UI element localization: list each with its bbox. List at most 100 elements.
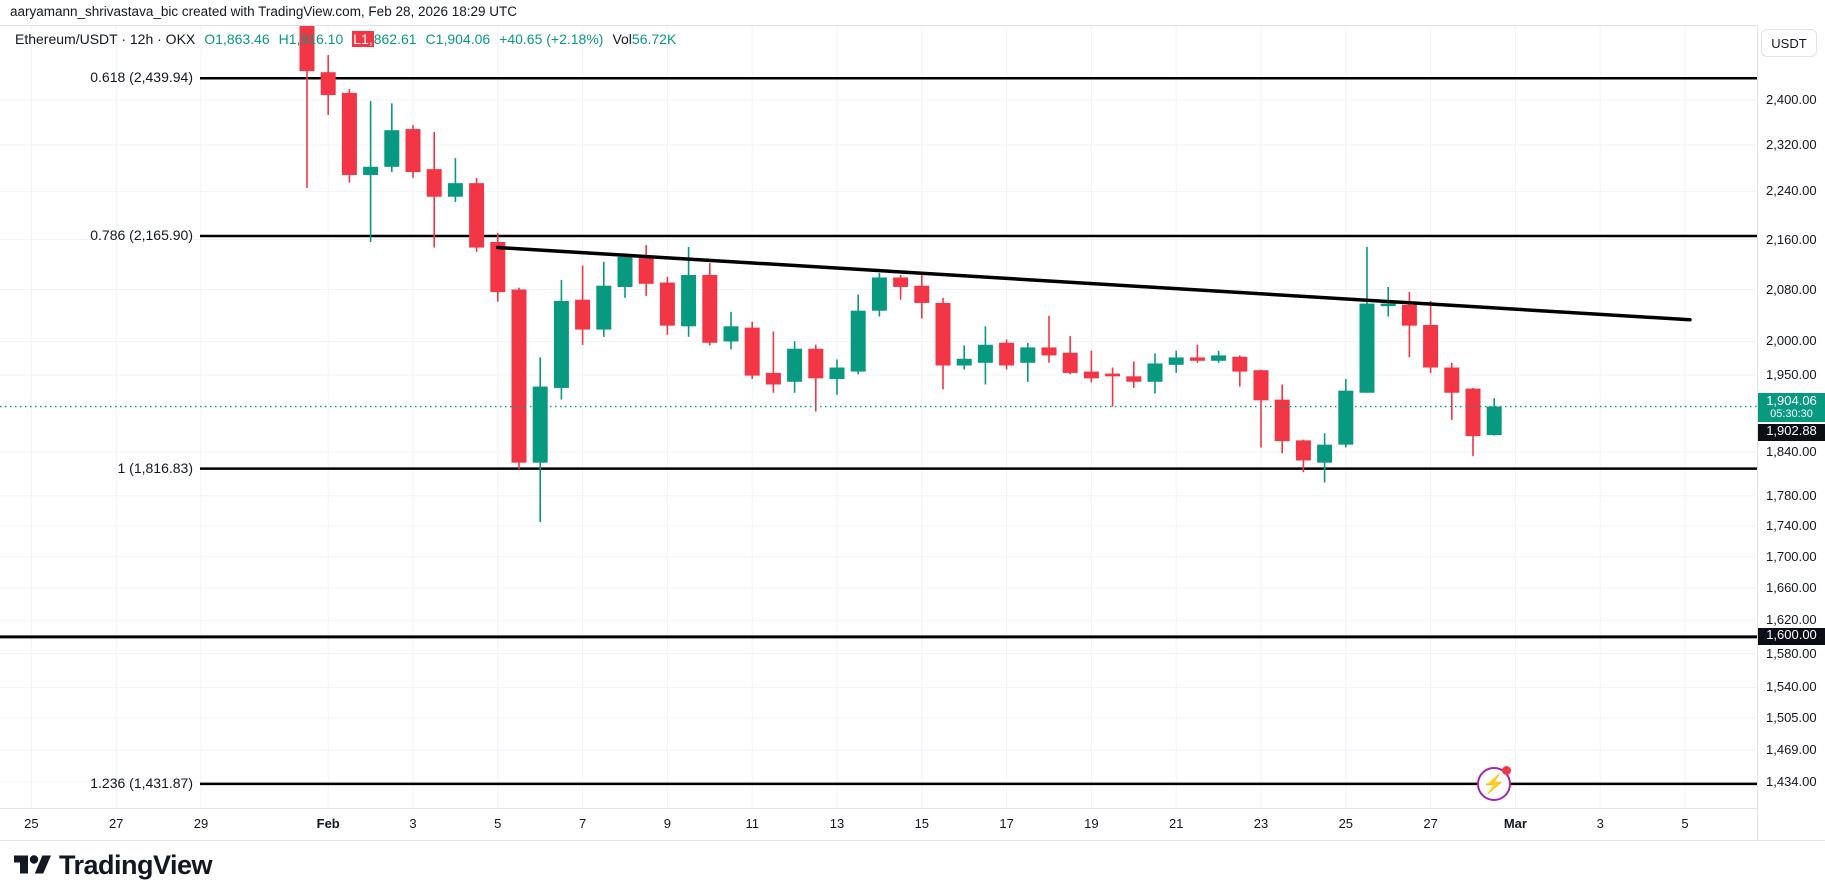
price-axis-label: 1,434.00 (1766, 773, 1817, 789)
candle-body (808, 348, 824, 379)
candle-body (532, 386, 548, 463)
candle-body (299, 26, 315, 72)
candle-body (405, 129, 421, 173)
candlestick-plot[interactable] (0, 0, 1757, 840)
candle-body (681, 274, 697, 327)
trendline[interactable] (496, 245, 1692, 322)
price-axis-badge: 1,902.88 (1758, 423, 1825, 441)
candle-body (1338, 390, 1354, 445)
low-rest: 862.61 (373, 31, 417, 47)
time-axis-label: 11 (745, 816, 759, 831)
candle-body (638, 258, 654, 284)
candle-body (744, 327, 760, 376)
time-axis-label: Mar (1503, 816, 1527, 831)
candle-body (426, 169, 442, 197)
price-axis-badge: 1,600.00 (1758, 627, 1825, 645)
candle-body (596, 285, 612, 330)
time-axis-label: 29 (193, 816, 209, 831)
candle-body (893, 277, 909, 287)
candle-body (1147, 363, 1163, 382)
price-axis-label: 1,620.00 (1766, 612, 1817, 628)
alert-dot (1502, 765, 1512, 775)
time-axis-label: Feb (316, 816, 340, 831)
candle-body (914, 285, 930, 303)
time-axis-label: 13 (829, 816, 845, 831)
attribution-text: aaryamann_shrivastava_bic created with T… (10, 4, 518, 19)
candle-body (320, 72, 336, 96)
time-axis-label: 15 (914, 816, 930, 831)
candle-body (1380, 303, 1396, 307)
low-selection-highlight: L1, (352, 31, 374, 47)
candle-body (999, 342, 1015, 366)
fib-level-label: 0.786 (2,165.90) (90, 226, 193, 243)
time-axis-label: 27 (1423, 816, 1438, 831)
price-axis-label: 1,540.00 (1766, 679, 1817, 695)
candle-body (553, 301, 569, 388)
candle-body (1126, 376, 1142, 382)
price-axis-label: 1,780.00 (1766, 487, 1817, 503)
time-axis-label: 23 (1253, 816, 1269, 831)
fib-level-label: 0.618 (2,439.94) (90, 69, 193, 86)
fib-level-label: 1.236 (1,431.87) (90, 774, 193, 791)
lightning-glyph: ⚡ (1482, 773, 1507, 795)
price-axis-label: 1,700.00 (1766, 548, 1817, 564)
candle-body (1062, 352, 1078, 373)
time-axis-label: 5 (494, 816, 502, 831)
ohlc-open: O1,863.46 (204, 31, 270, 47)
time-axis-label: 3 (1596, 816, 1604, 831)
time-axis-label: 5 (1681, 816, 1689, 831)
time-axis-label: 3 (409, 816, 417, 831)
price-axis-label: 2,160.00 (1766, 231, 1817, 247)
time-axis[interactable]: 25 27 29 Feb 3 5 7 9 11 13 15 17 19 21 23 25 27 Mar 3 5 (0, 808, 1757, 841)
tradingview-logo-text: TradingView (59, 849, 213, 880)
candle-body (1253, 370, 1269, 401)
price-axis-badge: 1,904.06 05:30:30 (1758, 392, 1825, 422)
price-change: +40.65 (+2.18%) (499, 31, 604, 47)
candle-body (1401, 304, 1417, 326)
currency-toggle-button[interactable]: USDT (1761, 29, 1817, 57)
footer-bar: TradingView (0, 840, 1825, 889)
price-axis-label: 2,000.00 (1766, 333, 1817, 349)
candle-body (1486, 406, 1502, 436)
candle-body (490, 242, 506, 293)
price-axis[interactable]: USDT 2,400.00 2,320.00 2,240.00 2,160.00 2,0… (1757, 25, 1825, 840)
bar-countdown: 05:30:30 (1770, 407, 1813, 420)
candle-body (935, 302, 951, 366)
candle-body (1423, 324, 1439, 368)
candle-body (765, 372, 781, 385)
candle-body (977, 344, 993, 363)
header-divider (0, 25, 1825, 26)
candle-body (871, 277, 887, 311)
candle-body (659, 282, 675, 326)
candle-body (1168, 357, 1184, 365)
price-axis-label: 1,660.00 (1766, 580, 1817, 596)
candle-body (469, 183, 485, 248)
tradingview-logo[interactable]: TradingView (14, 849, 213, 881)
candle-body (1295, 440, 1311, 461)
volume-label: Vol (612, 31, 632, 47)
ohlc-high: H1,916.10 (278, 31, 344, 47)
price-axis-label: 1,840.00 (1766, 443, 1817, 459)
time-axis-label: 25 (24, 816, 39, 831)
price-axis-label: 2,240.00 (1766, 183, 1817, 199)
candle-body (511, 289, 527, 463)
candle-body (1020, 347, 1036, 363)
candle-body (1465, 388, 1481, 437)
candle-body (1105, 373, 1121, 377)
tradingview-logo-icon (14, 854, 51, 873)
last-price-badge-value: 1,904.06 (1766, 392, 1817, 408)
candle-body (1083, 371, 1099, 379)
price-axis-label: 1,469.00 (1766, 741, 1817, 757)
time-axis-label: 25 (1338, 816, 1354, 831)
candle-body (1189, 357, 1205, 361)
price-axis-label: 1,580.00 (1766, 645, 1817, 661)
price-axis-label: 1,950.00 (1766, 366, 1817, 382)
time-axis-label: 27 (108, 816, 124, 831)
candle-body (1211, 355, 1227, 361)
candle-body (447, 183, 463, 197)
price-axis-label: 2,400.00 (1766, 92, 1817, 108)
candle-body (1317, 444, 1333, 463)
symbol-legend[interactable]: Ethereum/USDT · 12h · OKX O1,863.46 H1,9… (15, 31, 676, 47)
flash-alert-icon[interactable]: ⚡ (1477, 765, 1512, 801)
